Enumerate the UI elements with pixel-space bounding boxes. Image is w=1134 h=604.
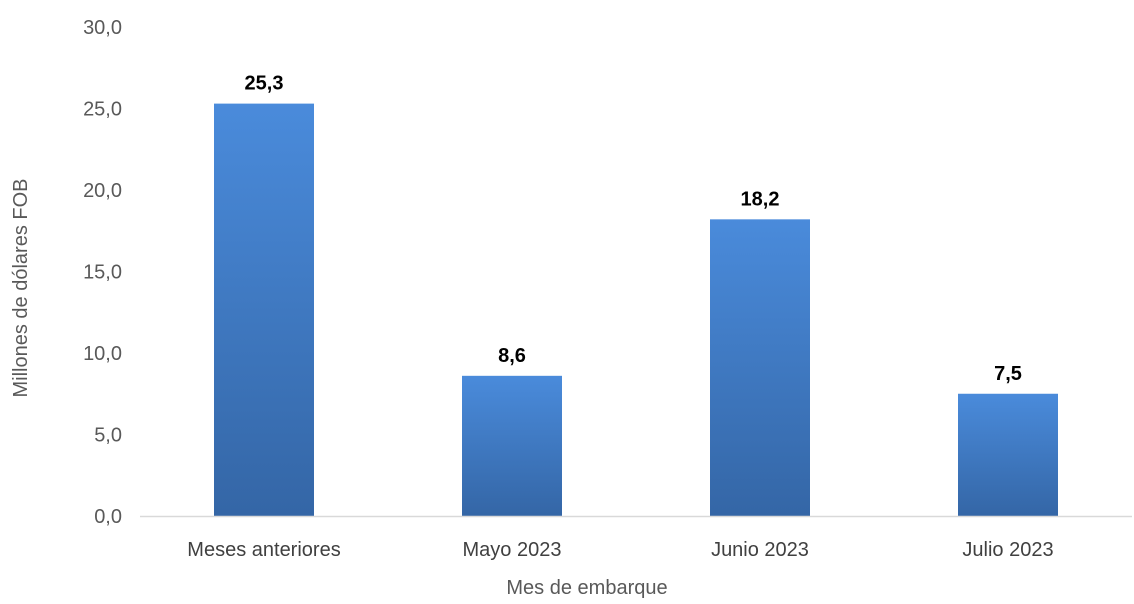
y-tick-label: 5,0 xyxy=(94,425,122,447)
bar xyxy=(710,219,810,516)
bar-value-label: 25,3 xyxy=(245,73,284,95)
bars-group xyxy=(214,103,1058,517)
y-tick-label: 0,0 xyxy=(94,506,122,528)
data-labels-group: 25,3 8,6 18,2 7,5 xyxy=(245,73,1022,385)
x-category-label: Mayo 2023 xyxy=(463,539,562,561)
bar xyxy=(214,103,314,517)
bar xyxy=(462,375,562,516)
x-category-label: Julio 2023 xyxy=(962,539,1053,561)
x-category-label: Junio 2023 xyxy=(711,539,809,561)
y-tick-label: 30,0 xyxy=(83,17,122,39)
y-tick-label: 25,0 xyxy=(83,99,122,121)
x-axis-title: Mes de embarque xyxy=(506,577,667,599)
x-category-label: Meses anteriores xyxy=(187,539,340,561)
y-tick-label: 15,0 xyxy=(83,262,122,284)
y-axis-ticks: 0,0 5,0 10,0 15,0 20,0 25,0 30,0 xyxy=(83,17,122,528)
y-tick-label: 20,0 xyxy=(83,180,122,202)
bar-value-label: 18,2 xyxy=(741,188,780,210)
y-tick-label: 10,0 xyxy=(83,343,122,365)
bar-value-label: 8,6 xyxy=(498,345,526,367)
y-axis-title: Millones de dólares FOB xyxy=(10,179,32,398)
x-axis-labels: Meses anteriores Mayo 2023 Junio 2023 Julio… xyxy=(187,539,1053,561)
bar-value-label: 7,5 xyxy=(994,363,1022,385)
bar xyxy=(958,393,1058,516)
